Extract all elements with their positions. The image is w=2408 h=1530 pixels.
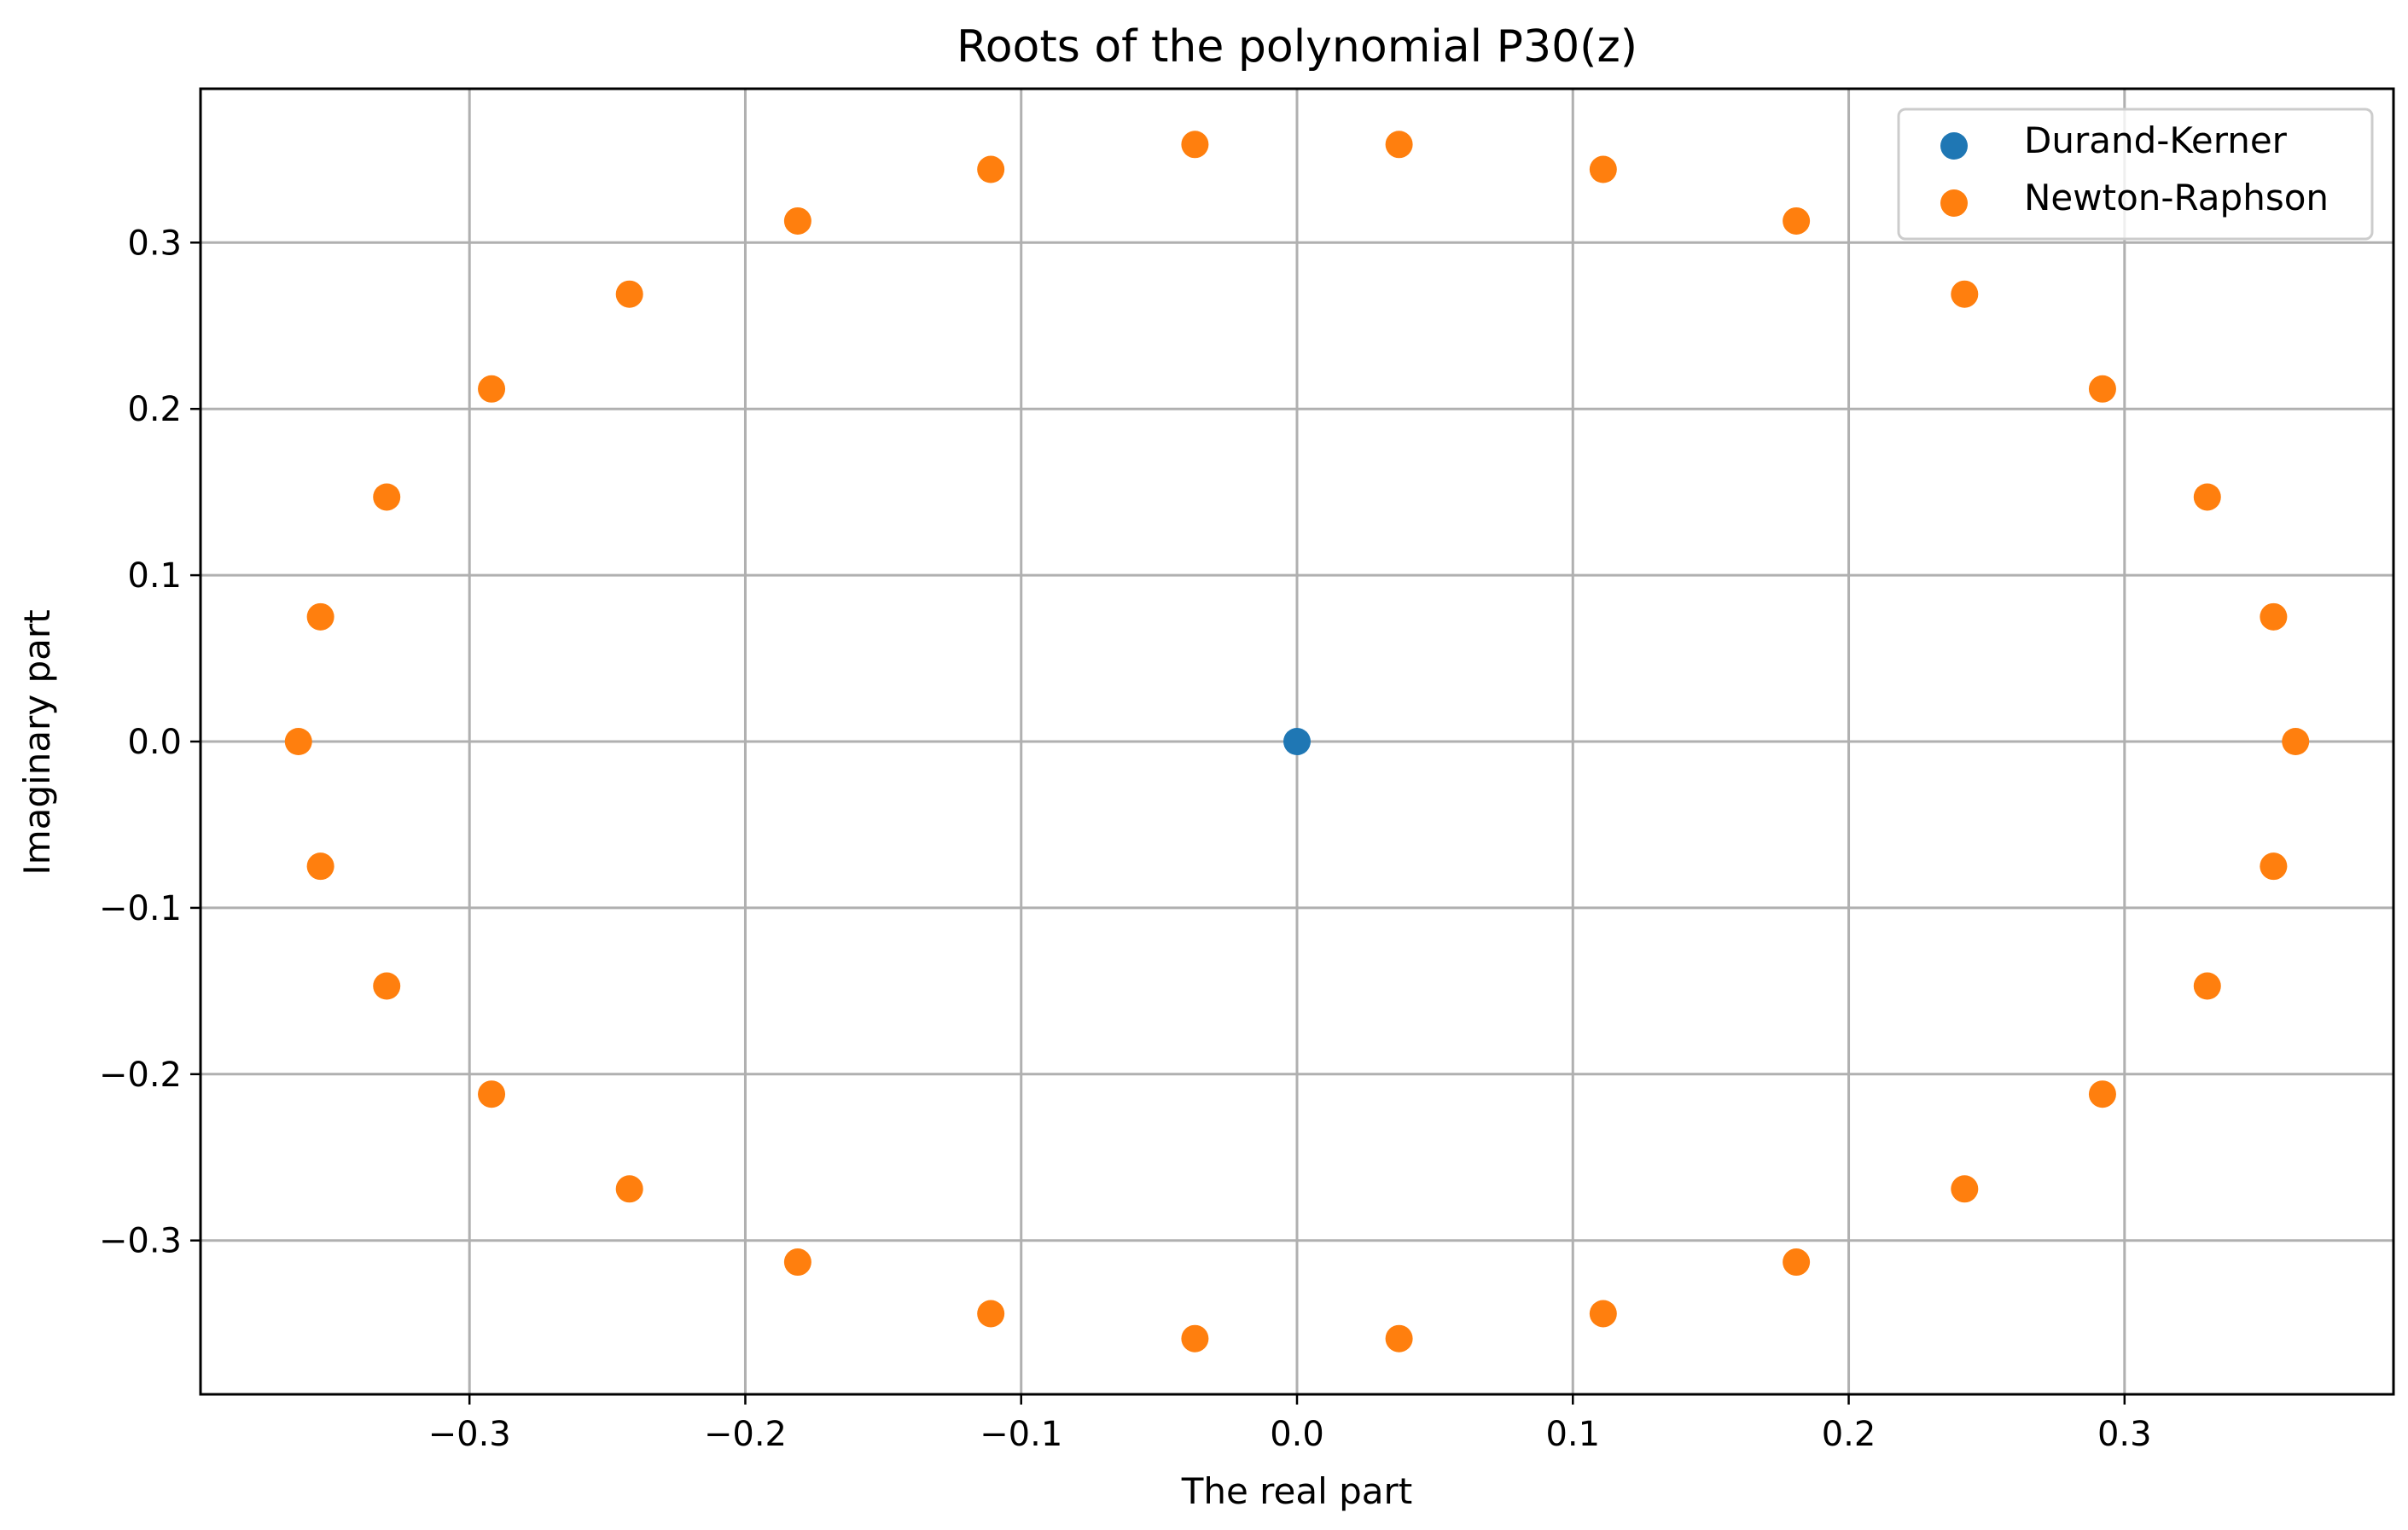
y-tick-label: −0.3 xyxy=(99,1222,182,1261)
newton-raphson-point xyxy=(2193,972,2221,1000)
legend-label-newton-raphson: Newton-Raphson xyxy=(2024,177,2329,218)
newton-raphson-point xyxy=(615,280,643,308)
newton-raphson-point xyxy=(478,375,506,403)
x-tick-label: −0.3 xyxy=(428,1415,511,1454)
newton-raphson-point xyxy=(1783,207,1811,235)
newton-raphson-point xyxy=(1951,280,1979,308)
newton-raphson-point xyxy=(1589,1300,1617,1328)
newton-raphson-point xyxy=(284,728,312,755)
newton-raphson-point xyxy=(2193,483,2221,511)
legend-box xyxy=(1897,108,2374,241)
x-tick-label: −0.2 xyxy=(704,1415,787,1454)
y-tick-label: −0.2 xyxy=(99,1056,182,1095)
newton-raphson-point xyxy=(2088,375,2116,403)
x-tick-label: 0.0 xyxy=(1270,1415,1324,1454)
legend-label-durand-kerner: Durand-Kerner xyxy=(2024,119,2288,161)
newton-raphson-point xyxy=(306,602,334,631)
y-tick-label: 0.3 xyxy=(127,224,182,263)
newton-raphson-point xyxy=(2260,852,2288,881)
y-axis-label: Imaginary part xyxy=(16,609,58,875)
y-tick-label: −0.1 xyxy=(99,889,182,928)
newton-raphson-point xyxy=(478,1080,506,1108)
legend-marker-newton-raphson xyxy=(1940,189,1968,217)
newton-raphson-point xyxy=(1385,1324,1413,1353)
newton-raphson-point xyxy=(1385,131,1413,159)
newton-raphson-point xyxy=(615,1175,643,1203)
x-tick-label: 0.2 xyxy=(1822,1415,1876,1454)
newton-raphson-point xyxy=(1181,1324,1209,1353)
newton-raphson-point xyxy=(977,1300,1005,1328)
newton-raphson-point xyxy=(1589,155,1617,183)
y-tick-label: 0.2 xyxy=(127,390,182,429)
legend: Durand-Kerner Newton-Raphson xyxy=(1897,108,2374,241)
newton-raphson-point xyxy=(1181,131,1209,159)
newton-raphson-point xyxy=(977,155,1005,183)
newton-raphson-point xyxy=(783,1248,811,1277)
x-tick-label: 0.3 xyxy=(2097,1415,2152,1454)
newton-raphson-point xyxy=(373,483,401,511)
chart-title: Roots of the polynomial P30(z) xyxy=(957,21,1637,73)
newton-raphson-point xyxy=(783,207,811,235)
x-axis-label: The real part xyxy=(1181,1470,1413,1512)
legend-marker-durand-kerner xyxy=(1940,132,1968,160)
plot-area-frame xyxy=(199,87,2395,1396)
ticks: −0.3 −0.2 −0.1 0.0 0.1 0.2 0.3 −0.3 −0.2 −0.1 0.0 0… xyxy=(99,224,2152,1454)
newton-raphson-point xyxy=(1951,1175,1979,1203)
newton-raphson-point xyxy=(2260,602,2288,631)
durand-kerner-point xyxy=(1283,728,1311,755)
newton-raphson-point xyxy=(1783,1248,1811,1277)
newton-raphson-point xyxy=(373,972,401,1000)
data-points xyxy=(284,131,2310,1353)
newton-raphson-point xyxy=(2088,1080,2116,1108)
y-tick-label: 0.1 xyxy=(127,556,182,596)
x-tick-label: 0.1 xyxy=(1545,1415,1600,1454)
y-tick-label: 0.0 xyxy=(127,723,182,762)
newton-raphson-point xyxy=(306,852,334,881)
x-tick-label: −0.1 xyxy=(980,1415,1062,1454)
newton-raphson-point xyxy=(2282,728,2310,755)
